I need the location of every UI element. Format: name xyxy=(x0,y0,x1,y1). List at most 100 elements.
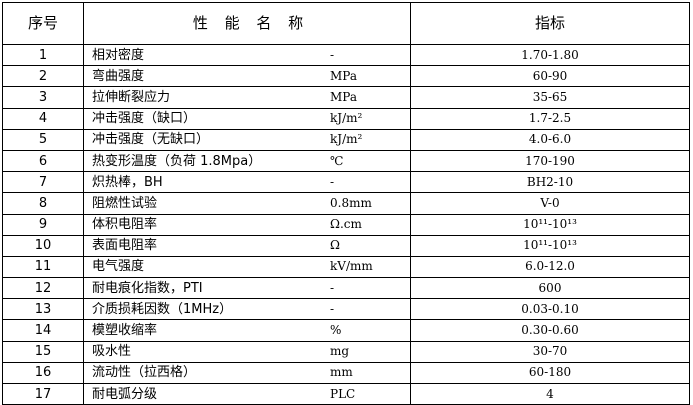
row-value: 60-180 xyxy=(528,365,572,380)
row-value-cell: 4 xyxy=(410,382,690,405)
row-name-cell: 耐电弧分级 PLC xyxy=(83,382,411,405)
row-unit: % xyxy=(330,323,342,338)
row-num: 5 xyxy=(2,128,84,151)
table-row: 8 阻燃性试验 0.8mm V-0 xyxy=(2,192,690,215)
row-num: 2 xyxy=(2,65,84,88)
row-value: 35-65 xyxy=(532,89,568,104)
row-unit: kJ/m² xyxy=(330,132,363,147)
row-unit: kJ/m² xyxy=(330,111,363,126)
row-name: 拉伸断裂应力 xyxy=(92,89,171,105)
table-row: 12 耐电痕化指数，PTI - 600 xyxy=(2,277,690,300)
row-value-cell: 0.03-0.10 xyxy=(410,298,690,321)
table-row: 15 吸水性 mg 30-70 xyxy=(2,340,690,363)
row-name: 表面电阻率 xyxy=(92,238,158,254)
row-value-cell: 6.0-12.0 xyxy=(410,255,690,279)
row-value: 10¹¹-10¹³ xyxy=(523,238,577,253)
row-value: 600 xyxy=(538,280,562,295)
row-name-cell: 阻燃性试验 0.8mm xyxy=(83,192,411,215)
row-name-cell: 热变形温度（负荷 1.8Mpa） ℃ xyxy=(83,149,411,173)
table-row: 2 弯曲强度 MPa 60-90 xyxy=(2,65,690,88)
row-name-cell: 相对密度 - xyxy=(83,43,411,67)
row-value: V-0 xyxy=(540,195,560,210)
row-value: 60-90 xyxy=(532,68,568,83)
row-num: 3 xyxy=(2,86,84,109)
table-row: 16 流动性（拉西格） mm 60-180 xyxy=(2,361,690,385)
row-num: 4 xyxy=(2,107,84,130)
row-num: 16 xyxy=(2,361,84,385)
row-value-cell: 60-180 xyxy=(410,361,690,385)
row-value: 170-190 xyxy=(525,153,575,168)
table-row: 3 拉伸断裂应力 MPa 35-65 xyxy=(2,86,690,109)
row-value-cell: 1.7-2.5 xyxy=(410,107,690,130)
row-value-cell: 170-190 xyxy=(410,149,690,173)
row-value: 4.0-6.0 xyxy=(528,132,572,147)
row-value: 0.03-0.10 xyxy=(521,301,579,316)
header-name: 性 能 名 称 xyxy=(83,2,411,45)
row-unit: MPa xyxy=(330,89,357,104)
row-unit: kV/mm xyxy=(330,259,373,274)
table-row: 17 耐电弧分级 PLC 4 xyxy=(2,382,690,405)
row-name-cell: 冲击强度（无缺口） kJ/m² xyxy=(83,128,411,151)
row-value: 30-70 xyxy=(532,344,568,359)
row-name: 耐电痕化指数，PTI xyxy=(92,280,203,296)
row-name-cell: 吸水性 mg xyxy=(83,340,411,363)
row-num: 12 xyxy=(2,277,84,300)
row-unit: - xyxy=(330,47,335,62)
row-value: 6.0-12.0 xyxy=(525,259,575,274)
row-num: 9 xyxy=(2,213,84,236)
row-unit: mg xyxy=(330,344,350,359)
table-row: 13 介质损耗因数（1MHz） - 0.03-0.10 xyxy=(2,298,690,321)
row-unit: - xyxy=(330,174,335,189)
table-header-row: 序号 性 能 名 称 指标 xyxy=(2,2,690,45)
header-num: 序号 xyxy=(2,2,84,45)
table-row: 11 电气强度 kV/mm 6.0-12.0 xyxy=(2,255,690,279)
table-row: 14 模塑收缩率% 0.30-0.60 xyxy=(2,319,690,342)
table-row: 6 热变形温度（负荷 1.8Mpa） ℃ 170-190 xyxy=(2,149,690,173)
row-value: 4 xyxy=(546,386,554,401)
row-unit: - xyxy=(330,280,335,295)
row-num: 13 xyxy=(2,298,84,321)
row-name: 模塑收缩率 xyxy=(92,323,158,339)
table-row: 1 相对密度 - 1.70-1.80 xyxy=(2,43,690,67)
row-name: 流动性（拉西格） xyxy=(92,365,197,381)
row-value: BH2-10 xyxy=(526,174,574,189)
table-row: 7 炽热棒，BH - BH2-10 xyxy=(2,171,690,194)
row-name-cell: 耐电痕化指数，PTI - xyxy=(83,277,411,300)
table-row: 10 表面电阻率 Ω 10¹¹-10¹³ xyxy=(2,234,690,257)
row-value: 1.7-2.5 xyxy=(528,111,572,126)
row-name-cell: 表面电阻率 Ω xyxy=(83,234,411,257)
table-row: 5 冲击强度（无缺口） kJ/m² 4.0-6.0 xyxy=(2,128,690,151)
row-value-cell: 1.70-1.80 xyxy=(410,43,690,67)
row-name-cell: 炽热棒，BH - xyxy=(83,171,411,194)
row-name-cell: 流动性（拉西格） mm xyxy=(83,361,411,385)
table-row: 9 体积电阻率 Ω.cm 10¹¹-10¹³ xyxy=(2,213,690,236)
row-num: 1 xyxy=(2,43,84,67)
row-name: 热变形温度（负荷 1.8Mpa） xyxy=(92,153,262,169)
row-name: 电气强度 xyxy=(92,259,145,275)
row-value-cell: 10¹¹-10¹³ xyxy=(410,234,690,257)
row-name-cell: 体积电阻率 Ω.cm xyxy=(83,213,411,236)
table-row: 4 冲击强度（缺口） kJ/m² 1.7-2.5 xyxy=(2,107,690,130)
row-name: 耐电弧分级 xyxy=(92,386,158,402)
row-unit: 0.8mm xyxy=(330,195,372,210)
row-name: 阻燃性试验 xyxy=(92,195,158,211)
row-unit: Ω xyxy=(330,238,340,253)
row-num: 10 xyxy=(2,234,84,257)
row-unit: ℃ xyxy=(330,153,344,168)
row-name-cell: 弯曲强度 MPa xyxy=(83,65,411,88)
row-name: 冲击强度（缺口） xyxy=(92,111,197,127)
row-value: 0.30-0.60 xyxy=(521,323,579,338)
row-num: 14 xyxy=(2,319,84,342)
header-value: 指标 xyxy=(410,2,690,45)
row-value: 10¹¹-10¹³ xyxy=(523,217,577,232)
row-value-cell: BH2-10 xyxy=(410,171,690,194)
row-value-cell: 4.0-6.0 xyxy=(410,128,690,151)
row-value-cell: V-0 xyxy=(410,192,690,215)
row-name: 冲击强度（无缺口） xyxy=(92,132,210,148)
row-name-cell: 电气强度 kV/mm xyxy=(83,255,411,279)
row-value-cell: 10¹¹-10¹³ xyxy=(410,213,690,236)
row-value-cell: 60-90 xyxy=(410,65,690,88)
row-unit: MPa xyxy=(330,68,357,83)
row-name: 体积电阻率 xyxy=(92,217,158,233)
